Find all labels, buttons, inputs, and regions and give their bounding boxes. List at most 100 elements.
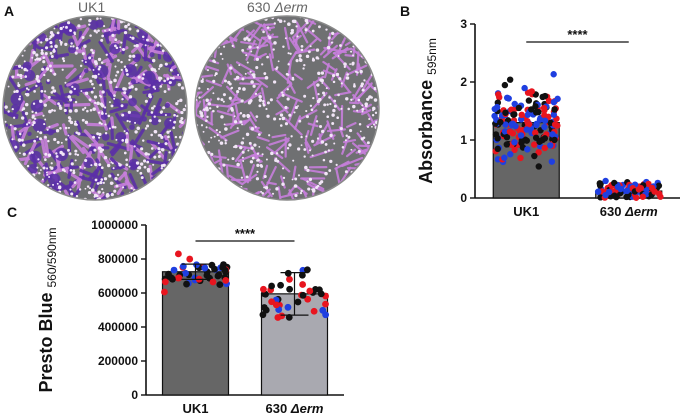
point-0-144	[550, 111, 558, 118]
point-0-102	[524, 146, 531, 153]
point-1-23	[268, 282, 276, 290]
category-label-0: UK1	[513, 204, 539, 219]
micrograph-uk1-ring	[2, 15, 188, 201]
point-1-87	[639, 193, 646, 200]
panel-a-letter: A	[4, 3, 14, 19]
point-1-38	[299, 291, 307, 299]
point-0-124	[503, 94, 511, 102]
point-1-16	[284, 269, 292, 277]
point-0-43	[222, 277, 230, 284]
point-0-134	[541, 117, 549, 124]
point-0-17	[531, 141, 538, 148]
point-0-19	[183, 280, 190, 288]
point-1-14	[284, 303, 292, 311]
point-1-9	[286, 275, 293, 283]
point-1-26	[278, 312, 286, 320]
point-0-41	[221, 266, 229, 274]
point-0-4	[511, 146, 518, 153]
point-0-120	[501, 128, 509, 135]
point-0-141	[515, 104, 523, 112]
point-0-81	[535, 149, 542, 156]
bar-0	[161, 271, 230, 396]
point-1-77	[623, 187, 631, 195]
point-1-63	[596, 180, 603, 187]
point-1-89	[635, 186, 643, 193]
category-label-1: 630 Δerm	[266, 401, 324, 415]
point-1-27	[294, 298, 302, 306]
point-0-176	[532, 103, 539, 110]
chart-b: 0 1 2 3 Absorbance 595nm UK1 630 Δerm ****	[416, 17, 680, 219]
y-tick-label-0: 0	[460, 191, 467, 205]
chart-c: 0 200000 400000 600000 800000 1000000 Presto B…	[36, 218, 344, 415]
point-0-145	[517, 132, 525, 139]
point-0-153	[523, 126, 530, 133]
category-label-1: 630 Δerm	[600, 204, 658, 219]
point-0-169	[549, 131, 556, 138]
point-1-2	[299, 281, 307, 288]
micrograph-630-derm-ring	[194, 15, 380, 201]
y-tick-label-2: 400000	[98, 320, 138, 334]
point-1-3	[259, 311, 267, 319]
point-0-83	[494, 135, 501, 142]
point-0-17	[174, 250, 182, 258]
category-label-0: UK1	[182, 401, 208, 415]
point-0-115	[535, 163, 542, 170]
point-0-5	[186, 255, 194, 263]
point-0-159	[554, 95, 561, 103]
y-tick-label-1: 1	[460, 133, 467, 147]
point-0-110	[532, 129, 539, 137]
point-1-1	[286, 285, 294, 293]
point-0-167	[493, 103, 501, 111]
point-1-49	[594, 188, 602, 195]
significance-label: ****	[567, 27, 588, 42]
point-0-131	[518, 111, 525, 119]
point-0-31	[209, 278, 217, 286]
point-0-42	[161, 278, 169, 286]
point-0-119	[511, 100, 518, 108]
point-0-149	[541, 107, 548, 114]
point-0-13	[182, 269, 189, 277]
point-1-80	[613, 193, 620, 201]
point-1-88	[617, 185, 624, 193]
point-0-127	[533, 109, 540, 116]
y-tick-label-4: 800000	[98, 252, 138, 266]
significance-label: ****	[235, 226, 256, 241]
point-0-177	[503, 141, 510, 148]
point-0-77	[539, 93, 546, 101]
point-0-19	[517, 154, 524, 162]
point-0-38	[215, 271, 223, 279]
point-1-50	[655, 182, 663, 189]
point-0-16	[506, 76, 514, 83]
point-1-15	[322, 300, 329, 308]
point-0-47	[167, 274, 175, 282]
y-tick-label-3: 600000	[98, 286, 138, 300]
image-2-label: 630 Δerm	[247, 0, 308, 15]
point-0-162	[551, 106, 558, 113]
y-tick-label-2: 2	[460, 75, 467, 89]
image-1-label: UK1	[78, 0, 105, 15]
point-0-27	[211, 265, 218, 273]
point-0-79	[511, 139, 518, 146]
point-0-97	[531, 152, 538, 160]
point-0-136	[518, 137, 526, 144]
y-tick-label-5: 1000000	[91, 218, 138, 232]
point-0-9	[216, 281, 224, 288]
point-0-30	[170, 266, 178, 274]
point-0-21	[201, 264, 209, 272]
point-0-154	[550, 71, 557, 78]
y-tick-label-1: 200000	[98, 354, 138, 368]
point-1-17	[260, 285, 267, 293]
point-0-23	[548, 158, 556, 165]
point-1-10	[277, 281, 284, 289]
y-axis-title: Absorbance 595nm	[416, 38, 439, 184]
point-0-99	[507, 151, 514, 158]
point-0-7	[494, 156, 502, 163]
panel-c-letter: C	[7, 204, 17, 220]
point-0-173	[525, 97, 533, 104]
point-1-86	[655, 190, 663, 197]
point-0-148	[525, 121, 533, 128]
point-0-178	[502, 109, 509, 116]
y-axis-title: Presto Blue 560/590nm	[36, 227, 59, 392]
point-0-170	[506, 128, 514, 135]
